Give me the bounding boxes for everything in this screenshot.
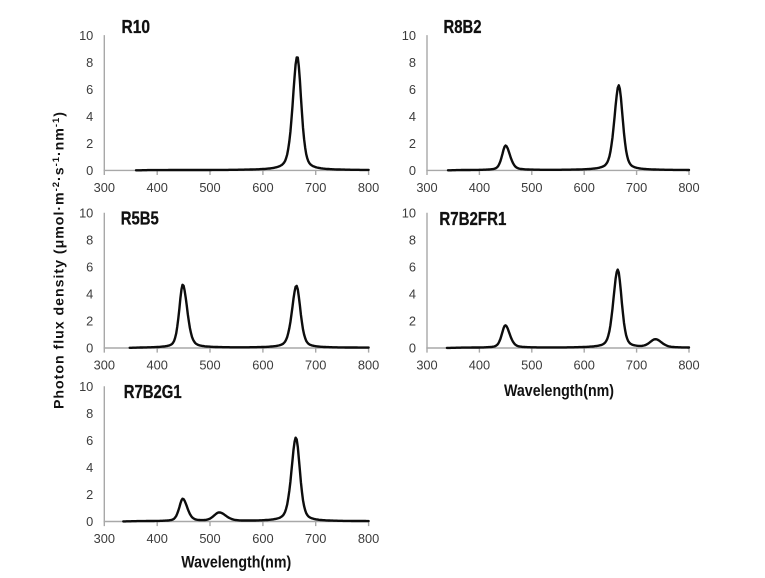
svg-text:300: 300 <box>416 358 437 373</box>
svg-text:400: 400 <box>469 358 490 373</box>
svg-text:500: 500 <box>199 358 220 373</box>
svg-text:10: 10 <box>402 28 416 43</box>
svg-text:500: 500 <box>199 531 220 546</box>
svg-text:400: 400 <box>147 180 168 195</box>
svg-text:400: 400 <box>147 358 168 373</box>
svg-text:300: 300 <box>94 358 115 373</box>
svg-text:R7B2G1: R7B2G1 <box>124 382 182 402</box>
svg-text:0: 0 <box>86 341 93 356</box>
svg-text:4: 4 <box>86 287 93 302</box>
svg-text:6: 6 <box>86 82 93 97</box>
svg-text:8: 8 <box>86 55 93 70</box>
svg-text:500: 500 <box>521 358 542 373</box>
svg-text:800: 800 <box>678 180 699 195</box>
svg-text:8: 8 <box>409 55 416 70</box>
svg-text:10: 10 <box>402 206 416 221</box>
svg-text:10: 10 <box>79 379 93 394</box>
svg-text:600: 600 <box>574 180 595 195</box>
svg-text:300: 300 <box>94 531 115 546</box>
svg-text:R5B5: R5B5 <box>121 209 159 229</box>
svg-text:400: 400 <box>147 531 168 546</box>
svg-text:0: 0 <box>86 514 93 529</box>
svg-text:600: 600 <box>252 180 273 195</box>
svg-text:300: 300 <box>416 180 437 195</box>
svg-text:R10: R10 <box>122 17 151 37</box>
svg-text:700: 700 <box>626 180 647 195</box>
svg-text:600: 600 <box>252 531 273 546</box>
svg-text:0: 0 <box>86 163 93 178</box>
svg-text:10: 10 <box>79 206 93 221</box>
svg-text:2: 2 <box>86 314 93 329</box>
svg-text:8: 8 <box>409 233 416 248</box>
svg-text:8: 8 <box>86 406 93 421</box>
svg-text:700: 700 <box>626 358 647 373</box>
svg-text:R7B2FR1: R7B2FR1 <box>439 209 506 229</box>
svg-text:800: 800 <box>358 180 379 195</box>
svg-text:Photon flux density (μmol·m-2·: Photon flux density (μmol·m-2·s-1·nm-1) <box>51 112 68 409</box>
svg-text:4: 4 <box>86 109 93 124</box>
svg-text:700: 700 <box>305 180 326 195</box>
svg-text:300: 300 <box>94 180 115 195</box>
svg-text:800: 800 <box>678 358 699 373</box>
svg-text:0: 0 <box>409 341 416 356</box>
svg-text:6: 6 <box>409 260 416 275</box>
svg-text:0: 0 <box>409 163 416 178</box>
svg-text:6: 6 <box>86 433 93 448</box>
svg-text:4: 4 <box>409 109 416 124</box>
svg-text:R8B2: R8B2 <box>444 17 482 37</box>
svg-text:Wavelength(nm): Wavelength(nm) <box>181 553 291 572</box>
svg-text:500: 500 <box>521 180 542 195</box>
svg-text:Wavelength(nm): Wavelength(nm) <box>504 381 614 400</box>
svg-text:4: 4 <box>409 287 416 302</box>
svg-text:10: 10 <box>79 28 93 43</box>
svg-text:400: 400 <box>469 180 490 195</box>
svg-text:500: 500 <box>199 180 220 195</box>
svg-text:6: 6 <box>409 82 416 97</box>
svg-text:8: 8 <box>86 233 93 248</box>
svg-text:600: 600 <box>252 358 273 373</box>
svg-text:2: 2 <box>86 487 93 502</box>
svg-text:700: 700 <box>305 358 326 373</box>
svg-text:800: 800 <box>358 358 379 373</box>
svg-text:4: 4 <box>86 460 93 475</box>
svg-text:2: 2 <box>86 136 93 151</box>
svg-text:600: 600 <box>574 358 595 373</box>
svg-text:2: 2 <box>409 314 416 329</box>
svg-text:700: 700 <box>305 531 326 546</box>
svg-text:2: 2 <box>409 136 416 151</box>
svg-text:800: 800 <box>358 531 379 546</box>
svg-text:6: 6 <box>86 260 93 275</box>
